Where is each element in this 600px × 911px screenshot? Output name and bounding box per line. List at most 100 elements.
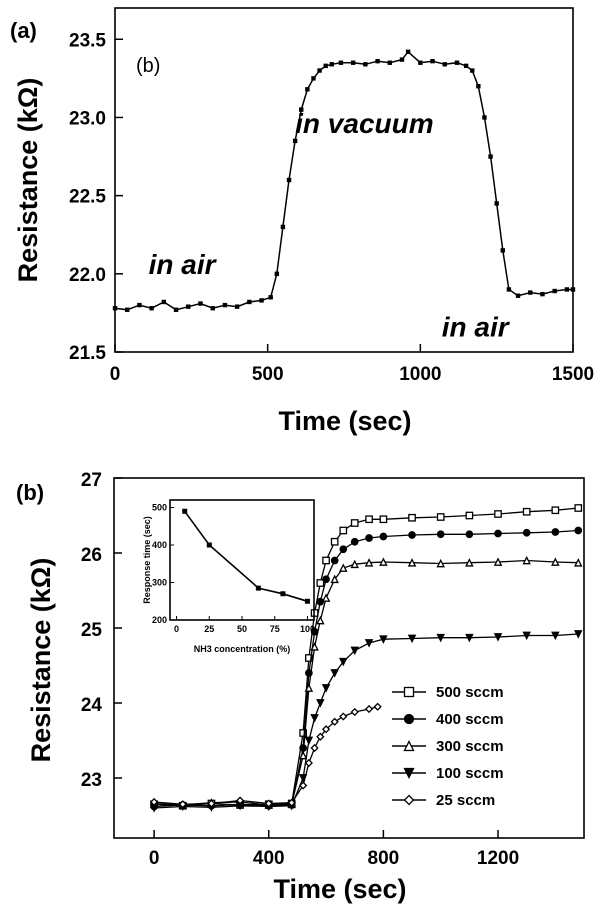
panel-b-inset: Response time (sec) NH3 concentration (%… — [142, 499, 315, 654]
panel-a-plot-frame — [114, 7, 574, 353]
y-tick-label: 26 — [81, 545, 102, 566]
data-point — [365, 515, 373, 524]
data-point — [387, 60, 392, 65]
data-point — [551, 528, 560, 536]
inset-data-point — [280, 591, 286, 597]
data-point — [540, 291, 545, 297]
panel-a-x-axis-title: Time (sec) — [278, 406, 411, 436]
data-point — [234, 304, 240, 309]
x-tick-label: 0 — [110, 364, 121, 385]
data-point — [198, 301, 203, 306]
data-point — [304, 683, 314, 692]
data-point — [112, 306, 118, 311]
data-point — [274, 271, 280, 277]
x-tick-label: 800 — [368, 848, 400, 869]
y-tick-label: 25 — [81, 620, 103, 641]
legend-item: 500 sccm — [392, 684, 504, 701]
data-point — [379, 557, 388, 566]
data-point — [338, 60, 344, 65]
x-tick-label: 0 — [149, 848, 160, 869]
data-point — [299, 781, 308, 790]
data-point — [570, 287, 576, 292]
data-point — [379, 532, 388, 541]
x-tick-label: 1000 — [399, 364, 441, 385]
inset-y-tick-label: 500 — [152, 503, 167, 513]
data-point — [316, 732, 325, 741]
x-tick-label: 1200 — [477, 848, 519, 869]
data-point — [310, 743, 319, 753]
data-point — [286, 177, 292, 183]
data-point — [149, 306, 154, 311]
data-point — [339, 526, 348, 535]
panel-b-plot-frame — [113, 477, 585, 839]
data-point — [330, 537, 339, 546]
data-point — [436, 558, 445, 568]
data-point — [173, 307, 179, 312]
data-point — [330, 669, 339, 678]
x-tick-label: 1500 — [552, 364, 594, 385]
annotation-label: in vacuum — [295, 108, 433, 139]
panel-b-legend: 500 sccm 400 sccm 300 sccm 100 sccm 25 sccm — [392, 684, 504, 809]
data-point — [178, 800, 187, 809]
data-point — [442, 62, 447, 67]
inset-y-tick-label: 200 — [152, 615, 167, 625]
data-point — [298, 750, 308, 760]
data-point — [500, 248, 505, 253]
data-point — [210, 306, 215, 311]
legend-label: 400 sccm — [436, 711, 504, 728]
data-point — [506, 287, 512, 292]
y-tick-label: 24 — [81, 695, 103, 716]
inset-x-axis-title: NH3 concentration (%) — [194, 644, 291, 654]
data-point — [316, 615, 325, 625]
legend-marker — [403, 686, 415, 698]
data-point — [329, 62, 334, 67]
data-point — [482, 115, 487, 120]
annotation-label: in air — [149, 249, 218, 280]
legend-item: 400 sccm — [392, 711, 504, 728]
inset-y-tick-label: 300 — [152, 578, 167, 588]
data-point — [465, 530, 474, 539]
data-point — [407, 558, 417, 567]
legend-label: 100 sccm — [436, 765, 504, 782]
data-point — [322, 575, 330, 584]
inset-y-axis-title: Response time (sec) — [142, 516, 152, 604]
panel-b-x-ticks: 0 400 800 1200 — [149, 830, 519, 869]
inset-x-tick-label: 75 — [270, 624, 280, 634]
data-point — [304, 758, 313, 768]
inset-plot-frame — [169, 499, 315, 621]
y-tick-label: 23.5 — [69, 30, 106, 51]
data-point — [292, 138, 298, 144]
data-point — [350, 537, 359, 546]
data-point — [493, 633, 503, 642]
data-point — [317, 68, 322, 73]
data-point — [494, 529, 502, 538]
series-line — [154, 559, 579, 806]
legend-label: 500 sccm — [436, 684, 504, 701]
y-tick-label: 21.5 — [69, 343, 106, 364]
legend-marker — [403, 740, 415, 752]
data-point — [465, 633, 474, 643]
data-point — [493, 557, 503, 566]
data-point — [350, 519, 359, 527]
x-tick-label: 500 — [252, 364, 284, 385]
data-point — [322, 556, 330, 565]
panel-a-data — [112, 49, 576, 312]
annotation-label: in air — [442, 311, 511, 342]
data-point — [350, 559, 359, 569]
data-point — [323, 63, 328, 69]
data-point — [363, 62, 368, 67]
data-point — [476, 83, 481, 89]
panel-a-inner-label: (b) — [136, 55, 160, 77]
data-point — [339, 545, 348, 554]
data-point — [321, 593, 331, 602]
data-point — [235, 796, 245, 805]
inset-data-point — [304, 598, 310, 604]
inset-x-tick-label: 0 — [174, 624, 179, 634]
legend-label: 25 sccm — [436, 792, 495, 809]
inset-data-point — [255, 585, 261, 591]
data-point — [399, 57, 405, 62]
series-line — [154, 706, 378, 805]
data-point — [311, 76, 316, 81]
data-point — [321, 725, 331, 734]
